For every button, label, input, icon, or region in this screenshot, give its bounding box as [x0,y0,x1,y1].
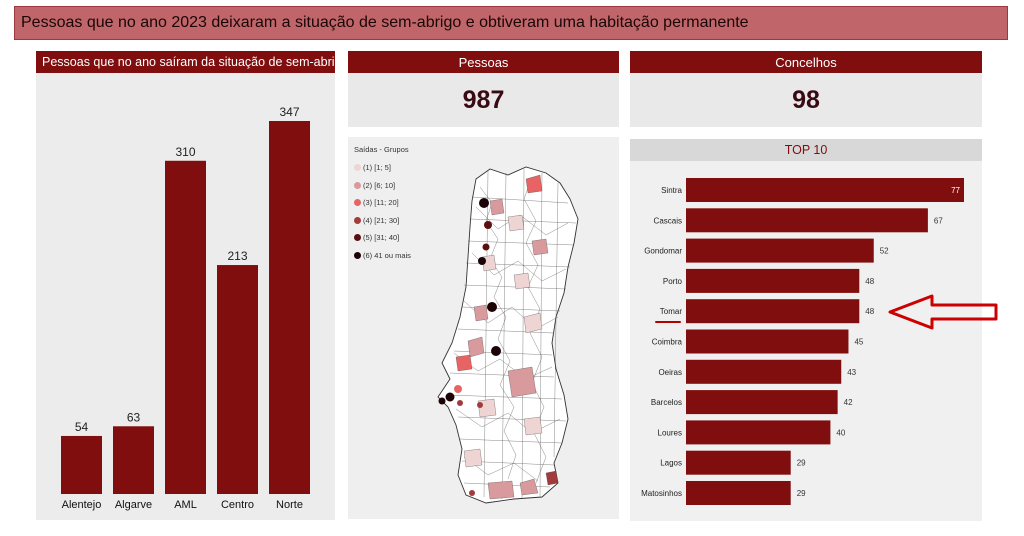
region-bar-value-label: 310 [175,145,195,159]
top10-value-label: 40 [836,428,845,437]
map-legend: Saídas - Grupos (1) [1; 5] (2) [6; 10] (… [354,145,411,264]
region-bar[interactable] [165,160,206,494]
top10-category-label: Tomar [660,307,683,316]
top10-bar[interactable] [686,481,791,505]
legend-item[interactable]: (1) [1; 5] [354,159,411,177]
legend-label: (4) [21; 30] [363,215,400,225]
legend-label: (1) [1; 5] [363,163,391,173]
legend-dot-icon [354,164,361,172]
top10-value-label: 45 [854,338,863,347]
region-bar-value-label: 347 [279,105,299,119]
kpi-card-concelhos: Concelhos 98 [630,51,982,127]
top10-value-label: 67 [934,216,943,225]
top10-bar[interactable] [686,178,964,202]
legend-title: Saídas - Grupos [354,145,409,154]
kpi-pessoas-value: 987 [348,73,619,127]
region-bar[interactable] [113,426,154,494]
top10-category-label: Cascais [654,216,682,225]
top10-category-label: Sintra [661,186,682,195]
legend-label: (5) [31; 40] [363,233,400,243]
region-bar-value-label: 63 [127,410,141,424]
top10-category-label: Barcelos [651,398,682,407]
region-chart-header: Pessoas que no ano saíram da situação de… [36,51,335,73]
top10-value-label: 52 [880,247,889,256]
legend-item[interactable]: (5) [31; 40] [354,229,411,247]
page-title: Pessoas que no ano 2023 deixaram a situa… [14,6,1008,40]
top10-category-label: Gondomar [644,247,682,256]
top10-chart-panel: TOP 10 Sintra 77 Cascais 67 Gondomar 52 Porto 4… [630,139,982,521]
top10-category-label: Matosinhos [641,489,682,498]
map-hotspots [438,198,501,496]
top10-bar[interactable] [686,450,791,475]
legend-item[interactable]: (4) [21; 30] [354,212,411,230]
top10-bar[interactable] [686,238,874,263]
top10-bar[interactable] [686,268,860,293]
legend-dot-icon [354,234,361,242]
legend-dot-icon [354,199,361,207]
kpi-concelhos-label: Concelhos [630,51,982,73]
top10-bar[interactable] [686,390,838,415]
top10-bar[interactable] [686,208,928,233]
top10-bar[interactable] [686,359,842,384]
region-bar-value-label: 213 [227,249,247,263]
region-bar-category-label: Algarve [115,499,152,511]
region-bar-category-label: Norte [276,499,303,511]
legend-label: (2) [6; 10] [363,180,396,190]
region-bar-value-label: 54 [75,420,89,434]
top10-category-label: Lagos [660,459,682,468]
kpi-concelhos-value: 98 [630,73,982,127]
region-bar[interactable] [217,265,258,494]
portugal-map-panel: Saídas - Grupos (1) [1; 5] (2) [6; 10] (… [348,137,619,519]
legend-item[interactable]: (3) [11; 20] [354,194,411,212]
region-bar-category-label: Centro [221,499,254,511]
legend-dot-icon [354,216,361,224]
top10-bar[interactable] [686,420,831,445]
tomar-underline-annotation [655,321,681,323]
top10-category-label: Oeiras [658,368,682,377]
top10-value-label: 29 [797,489,806,498]
legend-dot-icon [354,251,361,259]
legend-item[interactable]: (6) 41 ou mais [354,247,411,265]
region-bar[interactable] [269,121,310,494]
top10-value-label: 48 [865,277,874,286]
left-arrow-annotation-icon [888,294,998,330]
legend-item[interactable]: (2) [6; 10] [354,177,411,195]
top10-bar-chart: Sintra 77 Cascais 67 Gondomar 52 Porto 48 Tomar 4… [641,178,964,505]
top10-bar[interactable] [686,299,860,324]
kpi-pessoas-label: Pessoas [348,51,619,73]
top10-value-label: 43 [847,368,856,377]
legend-label: (3) [11; 20] [363,198,399,208]
region-bar-chart-panel: Pessoas que no ano saíram da situação de… [36,51,335,520]
top10-category-label: Porto [663,277,683,286]
top10-category-label: Loures [658,428,682,437]
region-bar-category-label: AML [174,499,197,511]
region-bar-chart: 54 Alentejo 63 Algarve 310 AML 213 Centro 347 Nor… [61,105,310,511]
map-regions [455,174,559,500]
top10-value-label: 48 [865,307,874,316]
legend-label: (6) 41 ou mais [363,250,411,260]
top10-bar[interactable] [686,329,849,354]
kpi-card-pessoas: Pessoas 987 [348,51,619,127]
region-bar-category-label: Alentejo [62,499,102,511]
top10-value-label: 29 [797,459,806,468]
region-bar[interactable] [61,435,102,494]
top10-value-label: 42 [844,398,853,407]
portugal-choropleth-map[interactable] [428,157,613,512]
top10-value-label: 77 [951,186,960,195]
top10-header: TOP 10 [630,139,982,161]
top10-category-label: Coimbra [652,338,683,347]
legend-dot-icon [354,181,361,189]
